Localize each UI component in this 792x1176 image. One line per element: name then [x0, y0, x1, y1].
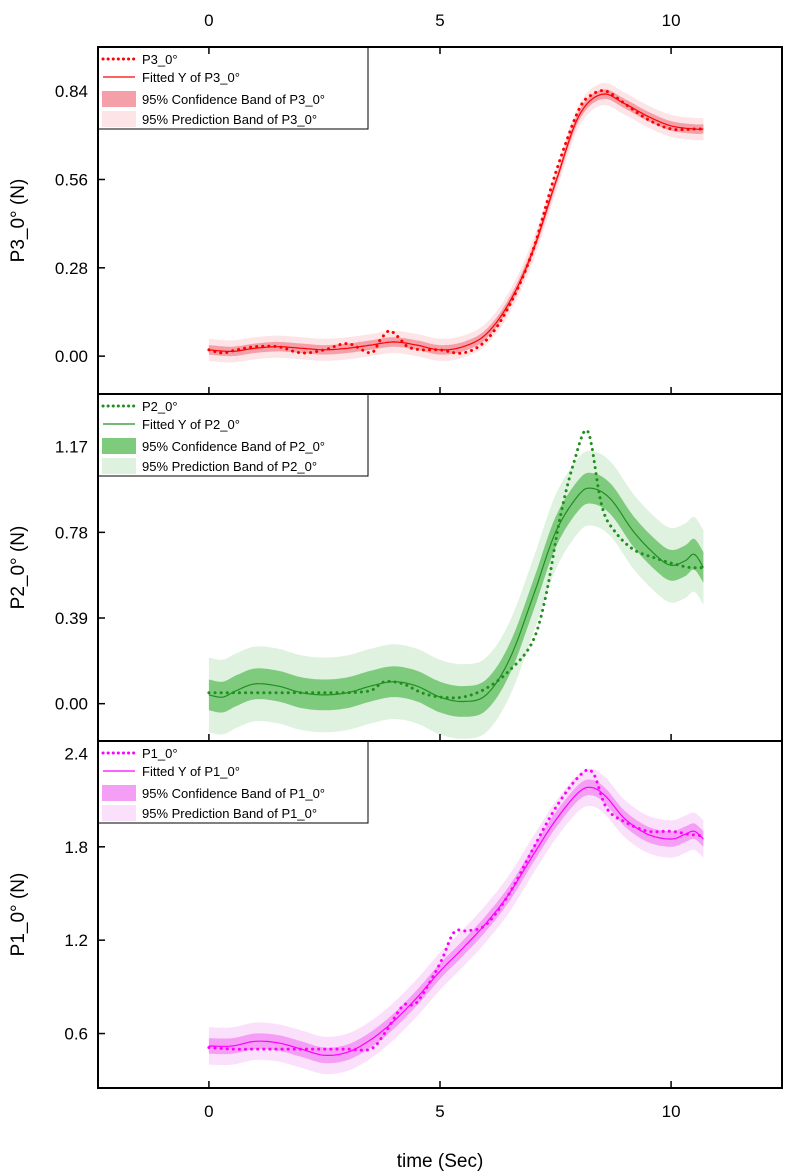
- p2-legend: P2_0° Fitted Y of P2_0° 95% Confidence Ban…: [97, 393, 369, 477]
- p2-prediction-band: [208, 450, 704, 739]
- p1-legend-entry: Fitted Y of P1_0°: [142, 764, 240, 779]
- p2-y-axis-title: P2_0° (N): [8, 526, 29, 610]
- p2-y-tick-label: 0.39: [55, 609, 88, 628]
- p1-y-tick-label: 1.8: [64, 838, 88, 857]
- x-tick-label-top: 5: [435, 11, 444, 30]
- x-tick-label-bottom: 10: [662, 1102, 681, 1121]
- p2-y-tick-label: 1.17: [55, 438, 88, 457]
- p1-y-tick-label: 2.4: [64, 744, 88, 763]
- panel-p3: 0.00 0.28 0.56 0.84 P3_0° (N) P3_0° Fitted Y o…: [8, 46, 705, 394]
- panels-layer: 0.00 0.28 0.56 0.84 P3_0° (N) P3_0° Fitted Y o…: [8, 46, 705, 1088]
- p2-plot-area: [207, 428, 705, 739]
- p3-legend-entry: Fitted Y of P3_0°: [142, 70, 240, 85]
- p3-confidence-band: [208, 89, 704, 357]
- p3-y-tick-label: 0.84: [55, 82, 88, 101]
- p3-legend-swatch-confidence: [102, 91, 136, 107]
- x-axis-title: time (Sec): [397, 1151, 484, 1172]
- x-tick-label-bottom: 0: [204, 1102, 213, 1121]
- p1-legend-entry: P1_0°: [142, 746, 178, 761]
- p1-confidence-band: [208, 779, 704, 1064]
- p3-legend-box: [97, 46, 369, 130]
- p1-legend-box: [97, 740, 369, 824]
- p2-legend-entry: P2_0°: [142, 399, 178, 414]
- p1-legend-entry: 95% Prediction Band of P1_0°: [142, 806, 317, 821]
- p3-y-axis-title: P3_0° (N): [8, 179, 29, 263]
- x-tick-label-top: 10: [662, 11, 681, 30]
- p1-data-line: [207, 768, 705, 1052]
- p1-legend: P1_0° Fitted Y of P1_0° 95% Confidence Ban…: [97, 740, 369, 824]
- p3-legend-entry: 95% Confidence Band of P3_0°: [142, 92, 325, 107]
- p2-y-tick-label: 0.00: [55, 695, 88, 714]
- p3-y-tick-label: 0.28: [55, 259, 88, 278]
- p2-legend-swatch-prediction: [102, 458, 136, 474]
- x-tick-label-bottom: 5: [435, 1102, 444, 1121]
- p2-data-line: [207, 428, 705, 700]
- p1-legend-swatch-confidence: [102, 785, 136, 801]
- p3-y-tick-label: 0.56: [55, 170, 88, 189]
- p1-legend-entry: 95% Confidence Band of P1_0°: [142, 786, 325, 801]
- p3-plot-area: [207, 82, 705, 363]
- p3-data-line: [207, 89, 705, 355]
- p2-y-tick-label: 0.78: [55, 523, 88, 542]
- p2-legend-box: [97, 393, 369, 477]
- p3-y-tick-label: 0.00: [55, 347, 88, 366]
- p1-y-tick-label: 0.6: [64, 1025, 88, 1044]
- p1-legend-swatch-prediction: [102, 805, 136, 821]
- frame-layer: 0 0 5 5 10 10: [97, 11, 783, 1121]
- panel-p1: 0.6 1.2 1.8 2.4 P1_0° (N) P1_0° Fitted Y of P1…: [8, 740, 705, 1088]
- p3-legend-swatch-prediction: [102, 111, 136, 127]
- p2-legend-entry: 95% Confidence Band of P2_0°: [142, 439, 325, 454]
- p3-fitted-line: [208, 93, 704, 352]
- p3-legend-entry: P3_0°: [142, 52, 178, 67]
- p2-legend-swatch-confidence: [102, 438, 136, 454]
- p3-legend-entry: 95% Prediction Band of P3_0°: [142, 112, 317, 127]
- p2-legend-entry: 95% Prediction Band of P2_0°: [142, 459, 317, 474]
- panel-p2: 0.00 0.39 0.78 1.17 P2_0° (N) P2_0° Fitted Y o…: [8, 393, 705, 741]
- p1-plot-area: [207, 768, 705, 1075]
- p2-legend-entry: Fitted Y of P2_0°: [142, 417, 240, 432]
- p3-prediction-band: [208, 82, 704, 363]
- p1-y-tick-label: 1.2: [64, 931, 88, 950]
- p1-y-axis-title: P1_0° (N): [8, 873, 29, 957]
- p2-fitted-line: [208, 487, 704, 703]
- p3-legend: P3_0° Fitted Y of P3_0° 95% Confidence Ban…: [97, 46, 369, 130]
- x-tick-label-top: 0: [204, 11, 213, 30]
